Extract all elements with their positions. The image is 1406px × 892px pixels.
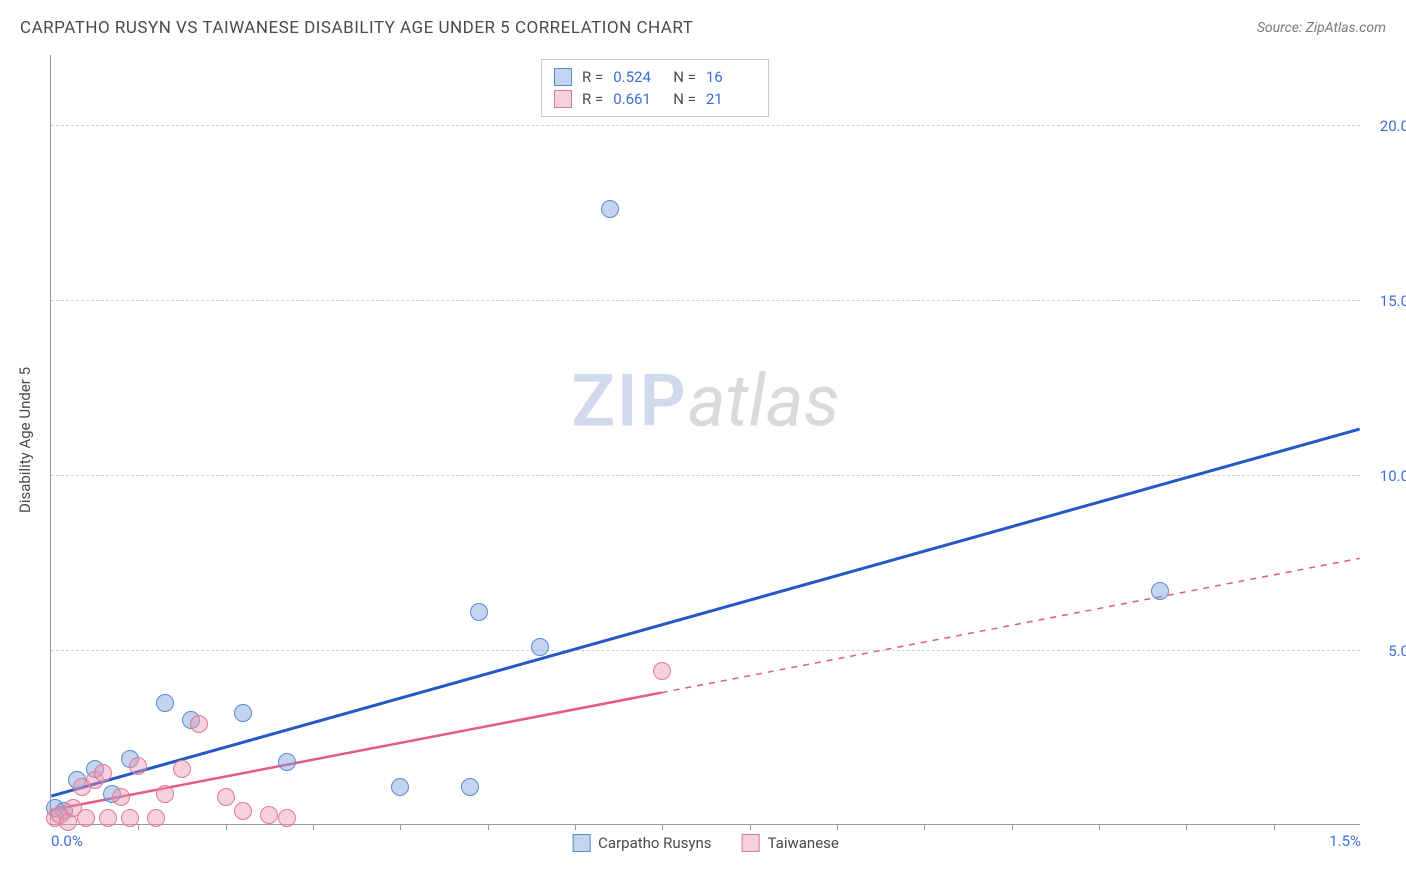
gridline-h: 20.0% [51, 125, 1360, 126]
x-tick-label: 0.0% [51, 832, 83, 850]
x-tick-mark [1012, 824, 1013, 830]
data-point [121, 809, 139, 827]
data-point [217, 788, 235, 806]
data-point [190, 715, 208, 733]
legend-label: Carpatho Rusyns [598, 834, 711, 852]
correlation-stats-box: R = 0.524 N = 16 R = 0.661 N = 21 [541, 59, 769, 117]
data-point [147, 809, 165, 827]
source-attribution: Source: ZipAtlas.com [1257, 20, 1386, 36]
stat-n-value: 16 [706, 68, 756, 86]
legend-swatch [572, 834, 590, 852]
y-tick-label: 15.0% [1380, 292, 1406, 310]
legend-label: Taiwanese [768, 834, 839, 852]
data-point [391, 778, 409, 796]
x-tick-mark [575, 824, 576, 830]
x-tick-mark [1099, 824, 1100, 830]
chart-header: CARPATHO RUSYN VS TAIWANESE DISABILITY A… [20, 18, 1386, 38]
data-point [601, 200, 619, 218]
y-tick-label: 20.0% [1380, 117, 1406, 135]
x-tick-mark [662, 824, 663, 830]
series-swatch [554, 68, 572, 86]
stat-r-value: 0.524 [613, 68, 663, 86]
x-tick-mark [1274, 824, 1275, 830]
watermark-atlas: atlas [688, 359, 840, 444]
stat-n-value: 21 [706, 90, 756, 108]
x-tick-mark [1186, 824, 1187, 830]
data-point [234, 704, 252, 722]
data-point [156, 694, 174, 712]
trendline-solid [51, 429, 1359, 796]
chart-title: CARPATHO RUSYN VS TAIWANESE DISABILITY A… [20, 18, 693, 38]
x-tick-label: 1.5% [1329, 832, 1361, 850]
stat-n-label: N = [673, 90, 696, 108]
gridline-h: 15.0% [51, 300, 1360, 301]
data-point [531, 638, 549, 656]
stats-row: R = 0.661 N = 21 [554, 88, 756, 110]
y-tick-label: 10.0% [1380, 467, 1406, 485]
trendline-solid [51, 693, 662, 810]
trendline-dashed [662, 558, 1360, 692]
data-point [278, 809, 296, 827]
watermark-zip: ZIP [571, 359, 687, 444]
legend-item: Taiwanese [742, 834, 839, 852]
series-swatch [554, 90, 572, 108]
legend-swatch [742, 834, 760, 852]
stat-r-label: R = [582, 90, 603, 108]
y-tick-label: 5.0% [1388, 642, 1406, 660]
x-tick-mark [138, 824, 139, 830]
stat-r-label: R = [582, 68, 603, 86]
x-tick-mark [313, 824, 314, 830]
gridline-h: 10.0% [51, 475, 1360, 476]
x-tick-mark [924, 824, 925, 830]
data-point [653, 662, 671, 680]
x-tick-mark [400, 824, 401, 830]
data-point [129, 757, 147, 775]
data-point [1151, 582, 1169, 600]
x-tick-mark [750, 824, 751, 830]
x-tick-mark [226, 824, 227, 830]
data-point [278, 753, 296, 771]
data-point [234, 802, 252, 820]
x-tick-mark [837, 824, 838, 830]
plot-area: Disability Age Under 5 ZIPatlas 5.0%10.0… [50, 55, 1360, 825]
watermark: ZIPatlas [571, 359, 839, 444]
stat-n-label: N = [673, 68, 696, 86]
gridline-h: 5.0% [51, 650, 1360, 651]
stat-r-value: 0.661 [613, 90, 663, 108]
y-axis-label: Disability Age Under 5 [16, 366, 34, 512]
data-point [156, 785, 174, 803]
data-point [173, 760, 191, 778]
x-tick-mark [488, 824, 489, 830]
stats-row: R = 0.524 N = 16 [554, 66, 756, 88]
legend: Carpatho Rusyns Taiwanese [572, 834, 839, 852]
data-point [461, 778, 479, 796]
data-point [99, 809, 117, 827]
data-point [260, 806, 278, 824]
data-point [470, 603, 488, 621]
data-point [94, 764, 112, 782]
data-point [77, 809, 95, 827]
legend-item: Carpatho Rusyns [572, 834, 711, 852]
data-point [112, 788, 130, 806]
